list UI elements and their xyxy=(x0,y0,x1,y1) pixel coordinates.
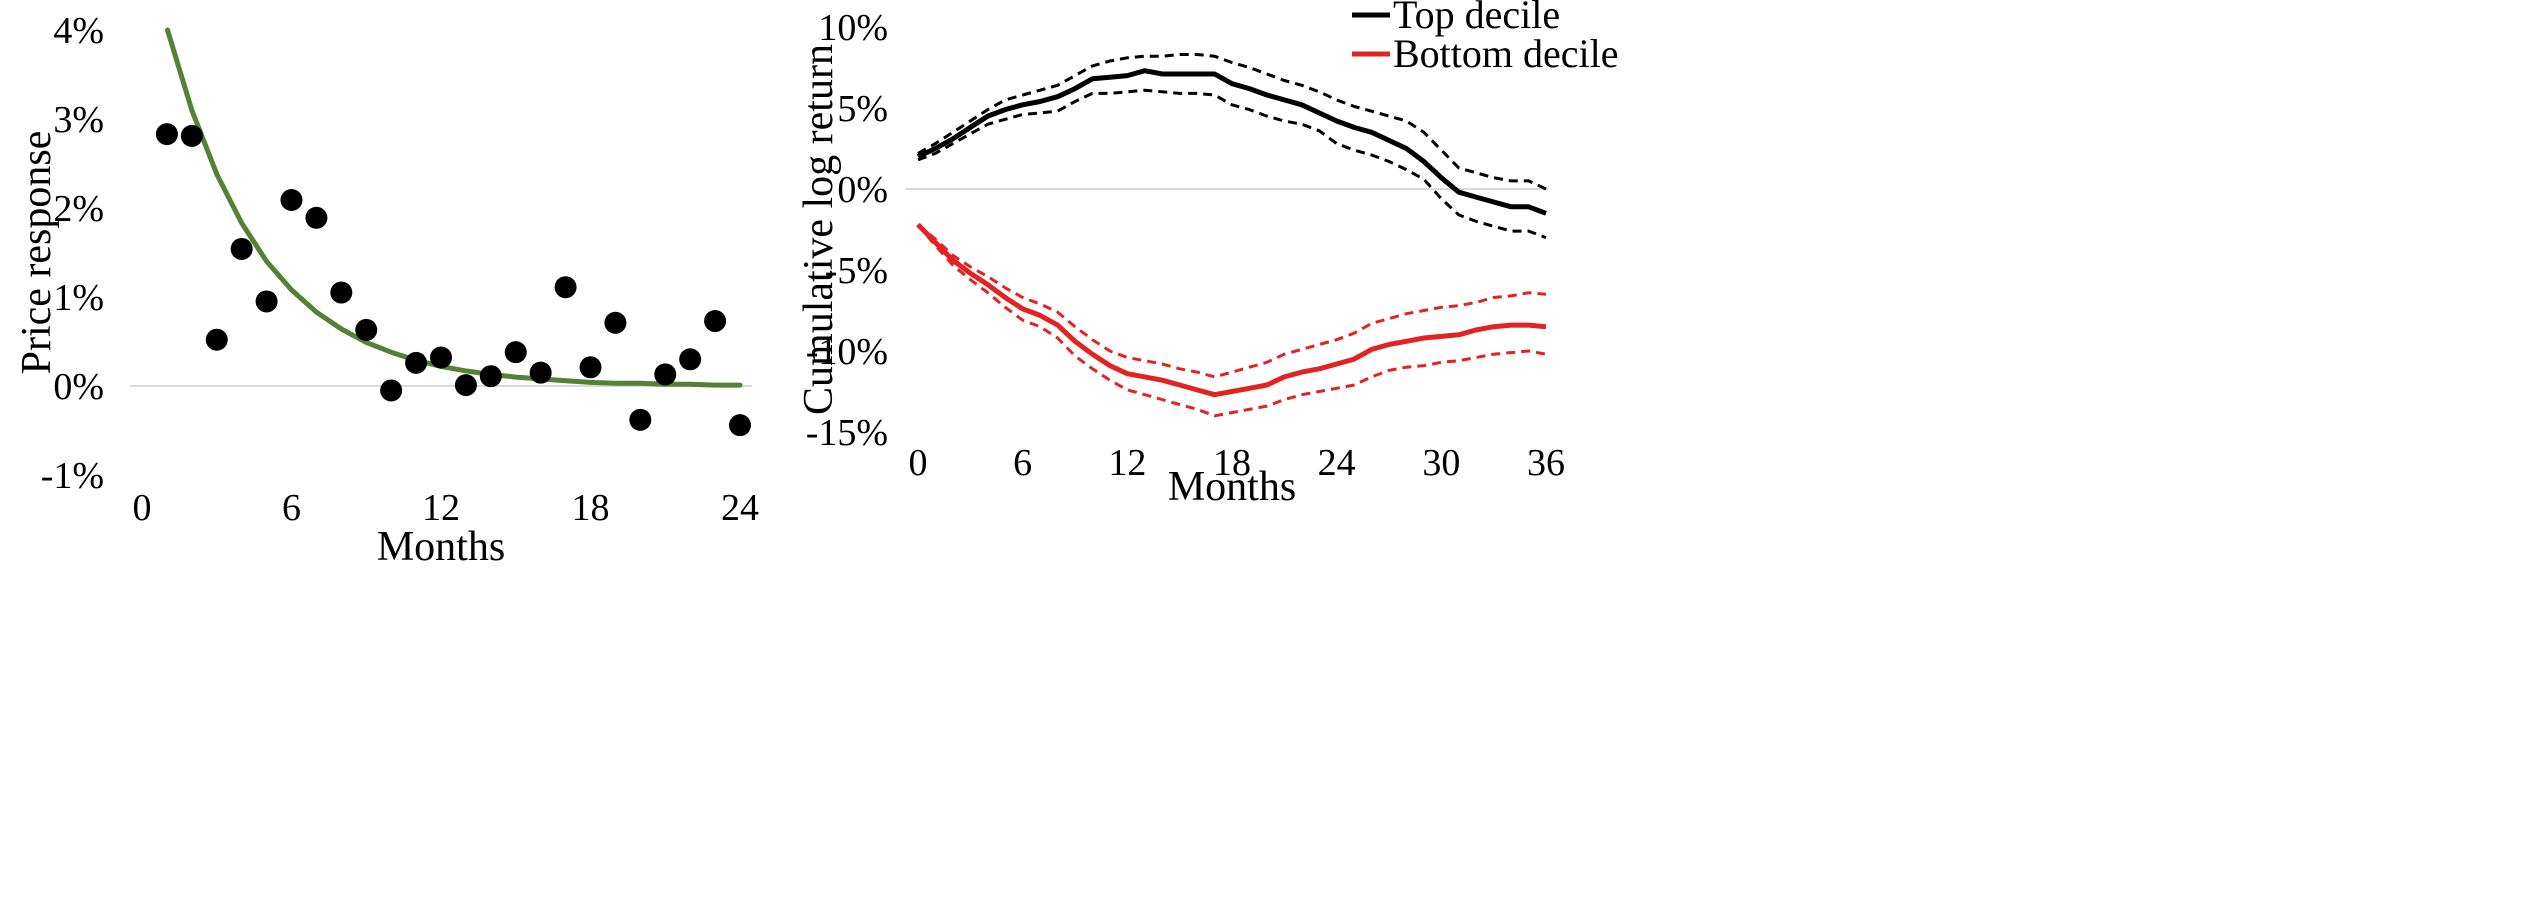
data-point xyxy=(704,310,727,333)
data-point xyxy=(155,123,178,146)
right-x-tick-label: 12 xyxy=(1108,442,1146,484)
right-y-tick-label: -10% xyxy=(806,331,888,373)
right-chart-panel: 10% 5% 0% -5% -10% -15% 0 6 12 18 24 30 36 Months C… xyxy=(796,0,1619,510)
data-point xyxy=(679,348,702,371)
data-point xyxy=(305,206,328,229)
left-y-tick-label: -1% xyxy=(41,455,104,497)
data-point xyxy=(479,365,502,388)
left-y-tick-labels: 4% 3% 2% 1% 0% -1% xyxy=(41,10,104,497)
left-y-tick-label: 4% xyxy=(53,10,104,52)
data-point xyxy=(380,379,403,402)
left-y-tick-label: 3% xyxy=(53,99,104,141)
left-y-tick-label: 0% xyxy=(53,366,104,408)
left-x-tick-label: 0 xyxy=(133,487,152,529)
right-y-tick-label: 5% xyxy=(837,88,888,130)
data-point xyxy=(330,281,353,304)
right-y-tick-label: -5% xyxy=(825,250,888,292)
data-point xyxy=(554,276,577,299)
bottom-decile-upper-band-line xyxy=(917,223,1547,379)
data-point xyxy=(629,408,652,431)
bottom-decile-lower-band-line xyxy=(916,223,1547,418)
data-point xyxy=(205,328,228,351)
fitted-decay-line xyxy=(165,27,743,388)
left-chart-panel: 4% 3% 2% 1% 0% -1% 0 6 12 18 24 Months Price resp… xyxy=(14,10,759,570)
right-x-tick-label: 24 xyxy=(1318,442,1356,484)
data-point xyxy=(579,356,602,379)
bottom-decile-line xyxy=(916,222,1547,398)
right-y-tick-label: 0% xyxy=(837,169,888,211)
left-x-tick-label: 18 xyxy=(572,487,610,529)
right-y-tick-label: 10% xyxy=(818,7,888,49)
left-y-tick-label: 2% xyxy=(53,188,104,230)
left-x-tick-labels: 0 6 12 18 24 xyxy=(133,487,760,529)
data-point xyxy=(654,363,677,386)
top-decile-line xyxy=(916,68,1547,216)
right-x-tick-label: 36 xyxy=(1527,442,1565,484)
left-x-tick-label: 12 xyxy=(422,487,460,529)
right-x-tick-label: 0 xyxy=(909,442,928,484)
data-point xyxy=(604,311,627,334)
data-point xyxy=(230,237,253,260)
right-x-tick-labels: 0 6 12 18 24 30 36 xyxy=(909,442,1566,484)
data-point xyxy=(454,374,477,397)
data-point xyxy=(729,414,751,437)
data-point xyxy=(355,318,378,341)
left-y-axis-label: Price response xyxy=(14,131,60,375)
right-x-tick-label: 30 xyxy=(1422,442,1460,484)
data-point xyxy=(504,341,527,364)
data-point xyxy=(280,188,303,211)
cumulative-return-lines xyxy=(916,53,1547,418)
price-response-points xyxy=(155,123,751,437)
top-decile-upper-band-line xyxy=(917,53,1547,191)
right-x-tick-label: 18 xyxy=(1213,442,1251,484)
right-x-axis-label: Months xyxy=(1168,464,1296,510)
left-x-tick-label: 24 xyxy=(721,487,759,529)
right-y-axis-label: Cumulative log return xyxy=(796,44,842,415)
legend-label-top-decile: Top decile xyxy=(1393,0,1560,37)
right-x-tick-label: 6 xyxy=(1013,442,1032,484)
right-y-tick-labels: 10% 5% 0% -5% -10% -15% xyxy=(806,7,888,454)
legend-label-bottom-decile: Bottom decile xyxy=(1393,31,1619,76)
data-point xyxy=(255,290,278,313)
data-point xyxy=(430,346,452,369)
legend: Top decile Bottom decile xyxy=(1352,0,1619,76)
right-y-tick-label: -15% xyxy=(806,412,888,454)
data-point xyxy=(180,124,203,147)
left-x-tick-label: 6 xyxy=(282,487,301,529)
left-y-tick-label: 1% xyxy=(53,277,104,319)
data-point xyxy=(405,351,428,374)
top-decile-lower-band-line xyxy=(917,88,1547,240)
data-point xyxy=(529,361,552,384)
left-x-axis-label: Months xyxy=(377,524,505,570)
